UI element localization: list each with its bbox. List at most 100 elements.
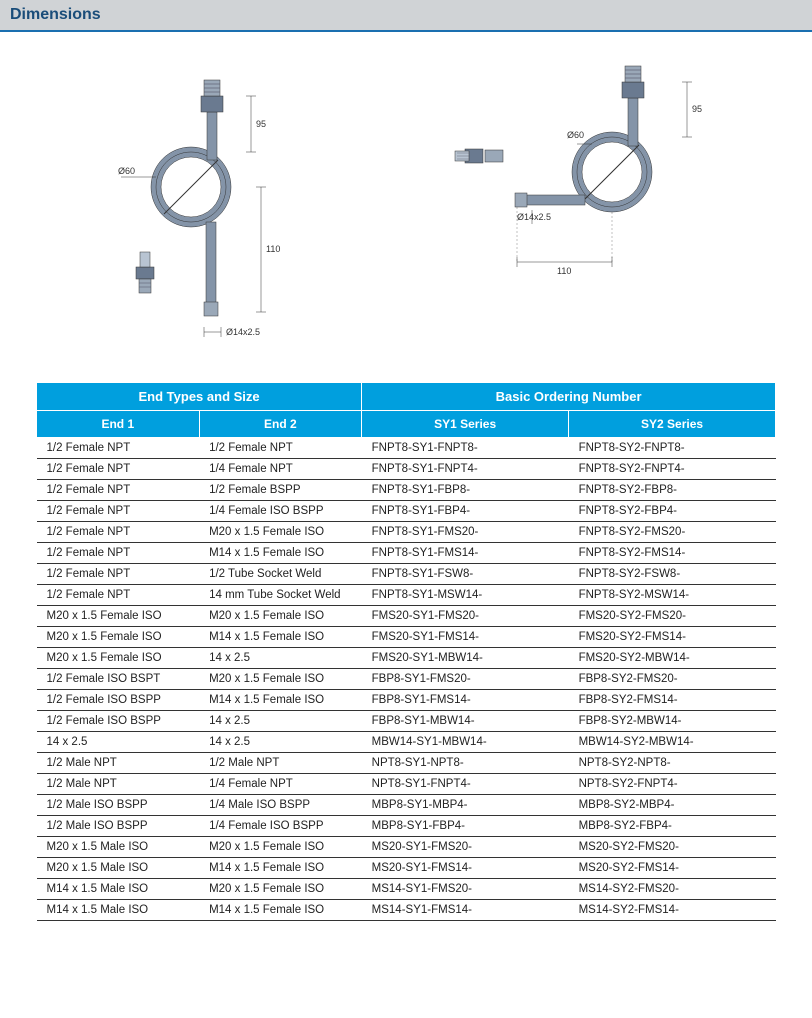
table-cell: MBP8-SY1-FBP4- (362, 816, 569, 837)
table-cell: MBW14-SY1-MBW14- (362, 732, 569, 753)
table-row: 1/2 Female NPT1/2 Female BSPPFNPT8-SY1-F… (37, 480, 776, 501)
table-row: 1/2 Female NPT1/2 Tube Socket WeldFNPT8-… (37, 564, 776, 585)
dim-d2-diameter: Ø60 (567, 130, 584, 140)
dim-d1-height: 110 (266, 244, 280, 254)
table-cell: 1/2 Female NPT (199, 438, 362, 459)
table-cell: NPT8-SY2-NPT8- (569, 753, 776, 774)
table-cell: FBP8-SY1-MBW14- (362, 711, 569, 732)
table-cell: FBP8-SY1-FMS14- (362, 690, 569, 711)
table-row: 1/2 Male ISO BSPP1/4 Female ISO BSPPMBP8… (37, 816, 776, 837)
section-title: Dimensions (10, 6, 101, 23)
table-row: M14 x 1.5 Male ISOM20 x 1.5 Female ISOMS… (37, 879, 776, 900)
table-cell: M20 x 1.5 Male ISO (37, 858, 200, 879)
table-cell: 1/2 Male NPT (37, 753, 200, 774)
table-cell: 1/4 Female NPT (199, 459, 362, 480)
table-cell: M14 x 1.5 Male ISO (37, 900, 200, 921)
table-row: M20 x 1.5 Female ISO14 x 2.5FMS20-SY1-MB… (37, 648, 776, 669)
table-row: 1/2 Male NPT1/2 Male NPTNPT8-SY1-NPT8-NP… (37, 753, 776, 774)
table-cell: 14 x 2.5 (37, 732, 200, 753)
th-end2: End 2 (199, 411, 362, 438)
table-row: 1/2 Female NPT1/4 Female NPTFNPT8-SY1-FN… (37, 459, 776, 480)
table-cell: FNPT8-SY1-FNPT4- (362, 459, 569, 480)
table-cell: MS20-SY2-FMS14- (569, 858, 776, 879)
dim-d1-diameter: Ø60 (118, 166, 135, 176)
table-cell: FBP8-SY2-FMS14- (569, 690, 776, 711)
table-cell: M14 x 1.5 Female ISO (199, 690, 362, 711)
th-endtypes: End Types and Size (37, 383, 362, 411)
table-cell: MBP8-SY2-FBP4- (569, 816, 776, 837)
table-cell: M20 x 1.5 Female ISO (199, 837, 362, 858)
table-cell: MS20-SY2-FMS20- (569, 837, 776, 858)
dim-d1-tube: Ø14x2.5 (226, 327, 260, 337)
table-cell: FBP8-SY2-MBW14- (569, 711, 776, 732)
dim-d1-top: 95 (256, 119, 266, 129)
table-cell: FMS20-SY2-MBW14- (569, 648, 776, 669)
table-cell: 14 mm Tube Socket Weld (199, 585, 362, 606)
table-cell: FNPT8-SY2-MSW14- (569, 585, 776, 606)
table-cell: 1/2 Female ISO BSPP (37, 690, 200, 711)
th-end1: End 1 (37, 411, 200, 438)
th-ordering: Basic Ordering Number (362, 383, 776, 411)
table-row: 1/2 Male NPT1/4 Female NPTNPT8-SY1-FNPT4… (37, 774, 776, 795)
table-cell: 1/2 Female NPT (37, 459, 200, 480)
table-cell: FNPT8-SY1-FNPT8- (362, 438, 569, 459)
table-cell: M20 x 1.5 Female ISO (37, 606, 200, 627)
table-cell: M20 x 1.5 Female ISO (199, 606, 362, 627)
table-cell: FNPT8-SY2-FBP4- (569, 501, 776, 522)
table-row: M20 x 1.5 Female ISOM20 x 1.5 Female ISO… (37, 606, 776, 627)
table-cell: 1/4 Male ISO BSPP (199, 795, 362, 816)
table-cell: FNPT8-SY1-FMS14- (362, 543, 569, 564)
dim-d2-width: 110 (557, 266, 571, 276)
table-cell: FNPT8-SY2-FSW8- (569, 564, 776, 585)
table-cell: FBP8-SY2-FMS20- (569, 669, 776, 690)
table-cell: M14 x 1.5 Male ISO (37, 879, 200, 900)
table-cell: 1/2 Tube Socket Weld (199, 564, 362, 585)
table-cell: FNPT8-SY2-FMS14- (569, 543, 776, 564)
table-cell: NPT8-SY1-NPT8- (362, 753, 569, 774)
table-cell: FMS20-SY1-MBW14- (362, 648, 569, 669)
table-cell: 14 x 2.5 (199, 648, 362, 669)
th-sy2: SY2 Series (569, 411, 776, 438)
table-cell: 1/2 Female NPT (37, 543, 200, 564)
table-cell: FNPT8-SY2-FMS20- (569, 522, 776, 543)
table-cell: 1/2 Male ISO BSPP (37, 795, 200, 816)
table-row: 1/2 Female NPTM20 x 1.5 Female ISOFNPT8-… (37, 522, 776, 543)
table-cell: FNPT8-SY1-FBP4- (362, 501, 569, 522)
table-cell: M20 x 1.5 Female ISO (199, 522, 362, 543)
table-cell: 1/4 Female NPT (199, 774, 362, 795)
dim-d2-tube: Ø14x2.5 (517, 212, 551, 222)
table-cell: FNPT8-SY1-MSW14- (362, 585, 569, 606)
table-cell: FNPT8-SY1-FSW8- (362, 564, 569, 585)
table-cell: NPT8-SY1-FNPT4- (362, 774, 569, 795)
table-row: 1/2 Male ISO BSPP1/4 Male ISO BSPPMBP8-S… (37, 795, 776, 816)
table-row: M20 x 1.5 Male ISOM14 x 1.5 Female ISOMS… (37, 858, 776, 879)
table-row: 1/2 Female ISO BSPPM14 x 1.5 Female ISOF… (37, 690, 776, 711)
table-cell: MBP8-SY2-MBP4- (569, 795, 776, 816)
table-row: M20 x 1.5 Male ISOM20 x 1.5 Female ISOMS… (37, 837, 776, 858)
table-cell: 1/4 Female ISO BSPP (199, 501, 362, 522)
table-cell: FNPT8-SY2-FNPT4- (569, 459, 776, 480)
table-cell: M20 x 1.5 Female ISO (199, 879, 362, 900)
table-cell: M14 x 1.5 Female ISO (199, 858, 362, 879)
ordering-table: End Types and Size Basic Ordering Number… (36, 382, 776, 921)
table-cell: FNPT8-SY1-FMS20- (362, 522, 569, 543)
table-cell: FMS20-SY1-FMS20- (362, 606, 569, 627)
table-cell: MS20-SY1-FMS14- (362, 858, 569, 879)
table-cell: 1/2 Female NPT (37, 438, 200, 459)
table-cell: MS20-SY1-FMS20- (362, 837, 569, 858)
table-cell: FNPT8-SY2-FNPT8- (569, 438, 776, 459)
diagrams-container: Ø60 95 110 Ø14x2.5 (0, 32, 812, 382)
table-cell: MBP8-SY1-MBP4- (362, 795, 569, 816)
table-cell: MS14-SY2-FMS14- (569, 900, 776, 921)
table-cell: 1/2 Female ISO BSPT (37, 669, 200, 690)
table-cell: 1/2 Male NPT (199, 753, 362, 774)
table-cell: NPT8-SY2-FNPT4- (569, 774, 776, 795)
table-cell: 1/2 Female NPT (37, 501, 200, 522)
table-row: 1/2 Female NPT1/4 Female ISO BSPPFNPT8-S… (37, 501, 776, 522)
table-cell: 1/2 Female ISO BSPP (37, 711, 200, 732)
table-row: 1/2 Female NPTM14 x 1.5 Female ISOFNPT8-… (37, 543, 776, 564)
table-cell: MS14-SY1-FMS14- (362, 900, 569, 921)
table-cell: M14 x 1.5 Female ISO (199, 900, 362, 921)
section-header: Dimensions (0, 0, 812, 32)
table-row: 1/2 Female NPT1/2 Female NPTFNPT8-SY1-FN… (37, 438, 776, 459)
